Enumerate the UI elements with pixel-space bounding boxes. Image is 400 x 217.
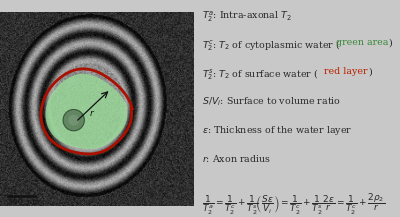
Text: $r$: Axon radius: $r$: Axon radius — [202, 153, 271, 164]
Text: green area: green area — [336, 38, 389, 47]
Text: $T_2^c$: $T_2$ of cytoplasmic water (: $T_2^c$: $T_2$ of cytoplasmic water ( — [202, 38, 340, 53]
Text: $r$: $r$ — [89, 108, 96, 118]
Text: 500  nm: 500 nm — [8, 197, 39, 205]
Text: red layer: red layer — [324, 67, 368, 76]
Circle shape — [68, 115, 79, 126]
Text: ): ) — [388, 38, 392, 47]
Text: $\varepsilon$: Thickness of the water layer: $\varepsilon$: Thickness of the water la… — [202, 124, 352, 137]
Text: $\dfrac{1}{T_2^a} = \dfrac{1}{T_2^c} + \dfrac{1}{T_2^s}\!\left(\dfrac{S\varepsil: $\dfrac{1}{T_2^a} = \dfrac{1}{T_2^c} + \… — [202, 192, 385, 217]
Text: $T_2^a$: Intra-axonal $T_2$: $T_2^a$: Intra-axonal $T_2$ — [202, 10, 292, 24]
Text: $T_2^s$: $T_2$ of surface water (: $T_2^s$: $T_2$ of surface water ( — [202, 67, 319, 82]
Circle shape — [63, 109, 84, 131]
Text: ): ) — [369, 67, 372, 76]
Text: $S/V_i$: Surface to volume ratio: $S/V_i$: Surface to volume ratio — [202, 96, 341, 108]
Polygon shape — [46, 74, 128, 149]
